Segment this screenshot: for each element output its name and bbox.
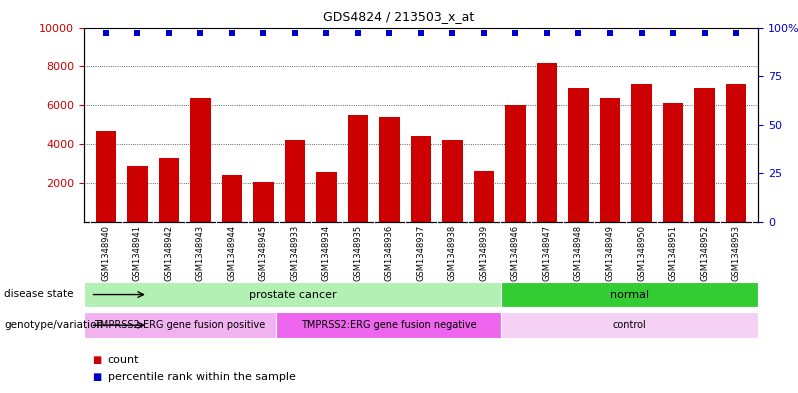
- Text: ■: ■: [92, 354, 101, 365]
- Point: [383, 30, 396, 37]
- Text: normal: normal: [610, 290, 650, 299]
- Text: GSM1348945: GSM1348945: [259, 224, 268, 281]
- Point: [226, 30, 239, 37]
- Point: [540, 30, 553, 37]
- Bar: [190, 97, 211, 222]
- Text: prostate cancer: prostate cancer: [249, 290, 336, 299]
- Text: genotype/variation: genotype/variation: [4, 320, 103, 330]
- Bar: [663, 103, 683, 222]
- Text: count: count: [108, 354, 139, 365]
- Bar: [411, 136, 431, 222]
- Text: GSM1348933: GSM1348933: [290, 224, 299, 281]
- Text: disease state: disease state: [4, 289, 73, 299]
- Bar: [348, 115, 368, 222]
- Text: ■: ■: [92, 372, 101, 382]
- Point: [729, 30, 742, 37]
- Point: [509, 30, 522, 37]
- Bar: [276, 312, 501, 338]
- Bar: [442, 140, 463, 222]
- Bar: [316, 173, 337, 222]
- Bar: [474, 171, 494, 222]
- Text: GSM1348935: GSM1348935: [354, 224, 362, 281]
- Text: GSM1348942: GSM1348942: [164, 224, 173, 281]
- Text: GSM1348944: GSM1348944: [227, 224, 236, 281]
- Text: TMPRSS2:ERG gene fusion negative: TMPRSS2:ERG gene fusion negative: [301, 320, 476, 330]
- Bar: [96, 130, 116, 222]
- Text: GSM1348938: GSM1348938: [448, 224, 457, 281]
- Text: GSM1348936: GSM1348936: [385, 224, 394, 281]
- Bar: [253, 182, 274, 222]
- Bar: [568, 88, 589, 222]
- Bar: [631, 84, 652, 222]
- Bar: [694, 88, 715, 222]
- Bar: [501, 282, 758, 307]
- Bar: [600, 97, 620, 222]
- Text: GSM1348941: GSM1348941: [132, 224, 142, 281]
- Text: GSM1348950: GSM1348950: [637, 224, 646, 281]
- Point: [414, 30, 427, 37]
- Point: [603, 30, 616, 37]
- Bar: [285, 140, 305, 222]
- Point: [194, 30, 207, 37]
- Text: GSM1348939: GSM1348939: [480, 224, 488, 281]
- Bar: [222, 175, 242, 222]
- Bar: [127, 165, 148, 222]
- Point: [477, 30, 490, 37]
- Text: GDS4824 / 213503_x_at: GDS4824 / 213503_x_at: [323, 10, 475, 23]
- Point: [572, 30, 585, 37]
- Text: GSM1348946: GSM1348946: [511, 224, 520, 281]
- Point: [666, 30, 679, 37]
- Text: control: control: [613, 320, 646, 330]
- Text: GSM1348951: GSM1348951: [669, 224, 678, 281]
- Bar: [505, 105, 526, 222]
- Point: [163, 30, 176, 37]
- Text: GSM1348952: GSM1348952: [700, 224, 709, 281]
- Text: GSM1348934: GSM1348934: [322, 224, 331, 281]
- Point: [352, 30, 365, 37]
- Text: GSM1348940: GSM1348940: [101, 224, 110, 281]
- Point: [635, 30, 648, 37]
- Bar: [84, 282, 501, 307]
- Point: [289, 30, 302, 37]
- Point: [100, 30, 113, 37]
- Text: GSM1348949: GSM1348949: [606, 224, 614, 281]
- Text: GSM1348953: GSM1348953: [732, 224, 741, 281]
- Point: [698, 30, 711, 37]
- Point: [320, 30, 333, 37]
- Text: GSM1348947: GSM1348947: [543, 224, 551, 281]
- Text: GSM1348937: GSM1348937: [417, 224, 425, 281]
- Bar: [159, 158, 179, 222]
- Bar: [501, 312, 758, 338]
- Point: [257, 30, 270, 37]
- Point: [131, 30, 144, 37]
- Bar: [726, 84, 746, 222]
- Text: GSM1348948: GSM1348948: [574, 224, 583, 281]
- Bar: [379, 117, 400, 222]
- Point: [446, 30, 459, 37]
- Text: GSM1348943: GSM1348943: [196, 224, 205, 281]
- Bar: [84, 312, 276, 338]
- Text: percentile rank within the sample: percentile rank within the sample: [108, 372, 295, 382]
- Text: TMPRSS2:ERG gene fusion positive: TMPRSS2:ERG gene fusion positive: [94, 320, 266, 330]
- Bar: [537, 62, 557, 222]
